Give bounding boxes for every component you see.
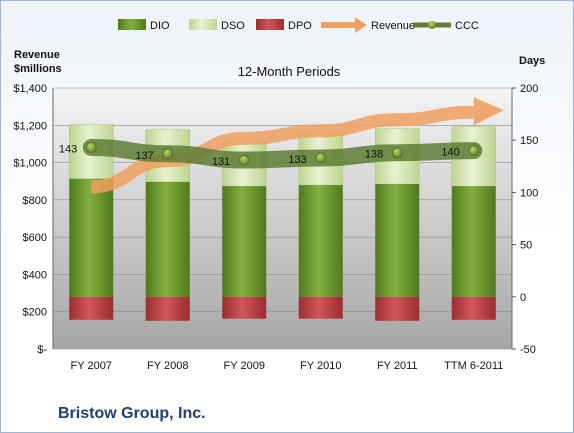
ccc-data-label: 137 [135,150,153,162]
ccc-data-label: 140 [441,147,459,159]
category-label: FY 2010 [300,360,341,372]
right-tick-label: 50 [520,240,532,252]
bar-dio [145,181,190,297]
left-tick-label: $1,200 [13,120,47,132]
legend-swatch-dpo [256,19,284,30]
ccc-data-label: 143 [59,144,77,156]
legend-swatch-revenue-head [355,17,367,33]
bar-dio [298,185,343,297]
bar-dio [69,178,114,297]
left-tick-label: $- [37,344,47,356]
left-tick-label: $1,400 [13,83,47,95]
bar-dpo [222,296,267,319]
category-label: TTM 6-2011 [444,360,503,372]
ccc-point [85,142,97,153]
company-name: Bristow Group, Inc. [58,405,206,422]
legend-swatch-dso [189,19,217,30]
left-tick-label: $800 [23,195,47,207]
left-tick-label: $400 [23,269,47,281]
category-label: FY 2011 [377,360,418,372]
right-tick-label: 100 [520,187,538,199]
chart-title: 12-Month Periods [238,64,341,79]
plot-area [53,88,512,349]
right-tick-label: 200 [520,83,538,95]
legend-label-dso: DSO [221,20,245,32]
category-label: FY 2008 [147,360,188,372]
legend-swatch-revenue [321,22,357,28]
ccc-data-label: 138 [365,149,383,161]
category-label: FY 2009 [224,360,265,372]
left-tick-label: $600 [23,232,47,244]
ccc-point [238,154,250,166]
bar-dio [222,186,267,297]
legend-label-dio: DIO [150,20,170,32]
right-tick-label: 0 [520,292,526,304]
legend-swatch-dio [118,19,146,30]
ccc-point [315,152,327,164]
ccc-point [162,148,174,160]
ccc-point [468,145,480,156]
left-tick-label: $200 [23,307,47,319]
ccc-point [391,147,403,159]
legend-marker-ccc [428,21,436,29]
bar-dio [451,186,496,297]
revenue-arrowhead [473,97,504,126]
legend-label-ccc: CCC [455,20,479,32]
bar-dpo [298,296,343,319]
legend-label-dpo: DPO [288,20,312,32]
ccc-data-label: 133 [288,154,306,166]
right-axis-label: Days [519,55,545,67]
right-tick-label: 150 [520,135,538,147]
bar-dpo [145,296,190,321]
bar-dpo [451,296,496,320]
ccc-data-label: 131 [212,156,230,168]
left-axis-label-line2: $millions [14,63,62,75]
left-tick-label: $1,000 [13,158,47,170]
left-axis-label-line1: Revenue [14,49,60,61]
right-tick-label: -50 [520,344,536,356]
revenue-arrow-line [90,105,474,194]
legend-label-revenue: Revenue [371,20,415,32]
bar-dio [375,184,420,297]
bar-dpo [375,296,420,321]
category-label: FY 2007 [71,360,112,372]
bar-dpo [69,296,114,320]
